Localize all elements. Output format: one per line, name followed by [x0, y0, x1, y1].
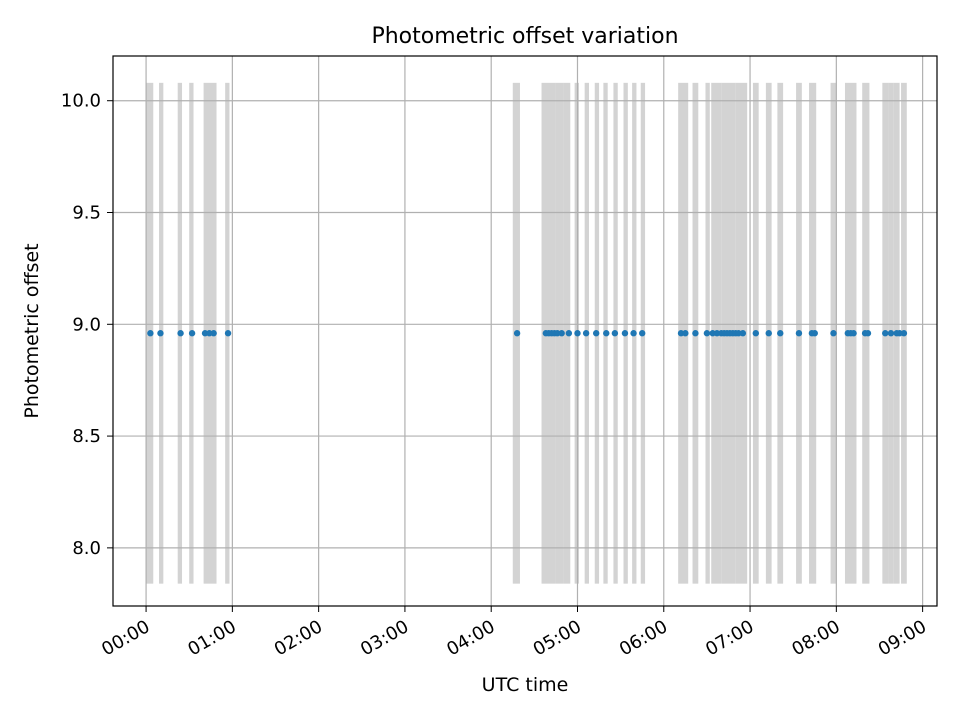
y-axis-ticks: 8.0 8.5 9.0 9.5 10.0: [61, 91, 113, 559]
x-tick-label: 08:00: [788, 616, 843, 660]
data-points: [147, 330, 908, 337]
data-point: [630, 330, 637, 337]
x-tick-label: 03:00: [357, 616, 412, 660]
data-point: [682, 330, 689, 337]
x-axis-label: UTC time: [482, 674, 569, 696]
data-point: [147, 330, 154, 337]
data-point: [558, 330, 565, 337]
y-tick-label: 9.5: [72, 203, 101, 224]
y-tick-label: 8.5: [72, 426, 101, 447]
plot-frame: [112, 55, 938, 607]
data-point: [157, 330, 164, 337]
data-point: [224, 330, 232, 337]
x-tick-label: 01:00: [184, 616, 239, 660]
data-point: [900, 330, 908, 337]
data-point: [882, 330, 889, 337]
data-point: [752, 330, 760, 337]
grid: [113, 56, 937, 606]
data-point: [621, 330, 629, 337]
y-tick-label: 10.0: [61, 91, 101, 112]
x-axis-ticks: 00:00 01:00 02:00 03:00 04:00 05:00 06:00 07:00…: [98, 606, 930, 660]
x-tick-label: 09:00: [875, 616, 930, 660]
x-tick-label: 00:00: [98, 616, 153, 660]
data-point: [210, 330, 217, 337]
y-axis-label: Photometric offset: [21, 243, 43, 418]
data-point: [850, 330, 857, 337]
data-point: [692, 330, 699, 337]
data-point: [611, 330, 619, 337]
chart-title: Photometric offset variation: [371, 24, 678, 49]
x-tick-label: 02:00: [271, 616, 326, 660]
x-tick-label: 06:00: [616, 616, 671, 660]
data-point: [188, 330, 196, 337]
y-tick-label: 8.0: [72, 538, 101, 559]
data-point: [765, 330, 772, 337]
data-point: [603, 330, 610, 337]
y-tick-label: 9.0: [72, 314, 101, 335]
data-point: [592, 330, 600, 337]
data-point: [739, 330, 747, 337]
coverage-bands: [146, 82, 907, 584]
x-tick-label: 07:00: [702, 616, 757, 660]
data-point: [582, 330, 590, 337]
data-point: [703, 330, 711, 337]
data-point: [177, 330, 184, 337]
data-point: [811, 330, 818, 337]
data-point: [830, 330, 837, 337]
data-point: [864, 330, 872, 337]
data-point: [565, 330, 573, 337]
data-point: [513, 330, 521, 337]
data-point: [639, 330, 646, 337]
x-tick-label: 05:00: [530, 616, 585, 660]
data-point: [574, 330, 581, 337]
data-point: [795, 330, 803, 337]
x-tick-label: 04:00: [443, 616, 498, 660]
data-point: [777, 330, 784, 337]
data-point: [887, 330, 895, 337]
